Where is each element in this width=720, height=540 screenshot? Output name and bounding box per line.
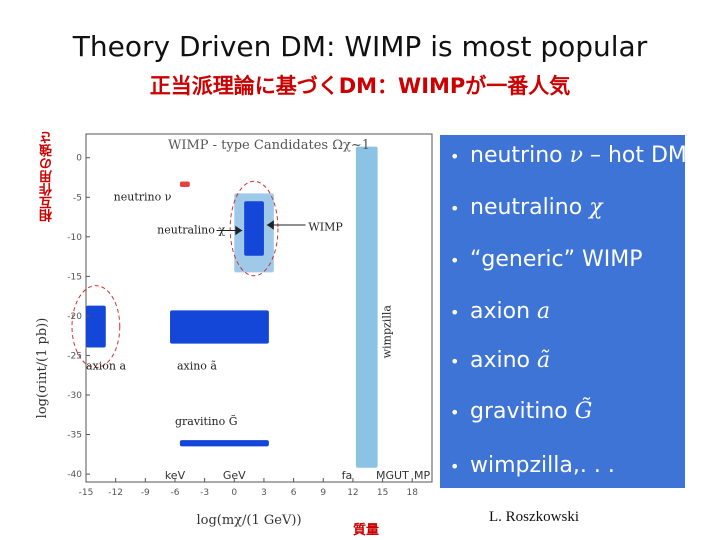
legend-text: gravitino	[470, 399, 575, 424]
legend-item-wimpzilla: • wimpzilla,. . .	[450, 453, 615, 478]
label-axino: axino ã	[177, 360, 217, 373]
legend-item-generic-wimp: • “generic” WIMP	[450, 247, 643, 272]
legend-symbol: χ	[589, 195, 603, 220]
page-title: Theory Driven DM: WIMP is most popular	[72, 30, 648, 63]
region-axion	[86, 305, 106, 348]
legend-bullet: •	[450, 402, 460, 422]
x-axis-label: log(mχ/(1 GeV))	[196, 513, 301, 528]
chart-title: WIMP - type Candidates Ωχ~1	[168, 138, 370, 153]
legend-bullet: •	[450, 351, 460, 371]
label-gravitino: gravitino G̃	[175, 415, 238, 428]
x-tick-label: -6	[170, 488, 179, 498]
region-gravitino	[179, 440, 269, 447]
legend-bullet: •	[450, 250, 460, 270]
y-tick-label: -40	[67, 470, 82, 480]
legend-symbol: ã	[537, 348, 551, 373]
legend-text: wimpzilla,. . .	[470, 453, 615, 478]
candidate-legend: • neutrino ν – hot DM • neutralino χ • “gen…	[440, 135, 687, 488]
label-wimpzilla: wimpzilla	[381, 305, 394, 359]
y-tick-label: -10	[67, 233, 82, 243]
annotation-3: MGUT	[376, 469, 409, 482]
legend-bullet: •	[450, 198, 460, 218]
highlight-neutralino	[229, 180, 279, 277]
region-axino	[170, 310, 269, 344]
interaction-strength-label: 相互作用の強さ	[40, 131, 55, 223]
neutralino-arrowhead	[235, 225, 243, 236]
y-tick-label: -20	[67, 312, 82, 322]
legend-symbol: ν	[569, 143, 583, 168]
wimp-arrowhead	[266, 220, 274, 230]
region-neutrino	[179, 181, 190, 187]
region-wimpzilla	[355, 146, 378, 468]
credit-text: L. Roszkowski	[489, 509, 579, 525]
y-tick-label: -15	[67, 272, 82, 282]
annotation-4: MP	[414, 469, 430, 482]
x-tick-label: 0	[231, 488, 237, 498]
legend-symbol: G̃	[574, 399, 593, 424]
y-axis-label: log(σint/(1 pb))	[35, 318, 50, 419]
x-tick-label: 15	[377, 488, 388, 498]
y-tick-label: -25	[67, 351, 82, 361]
x-tick-label: 9	[320, 488, 326, 498]
legend-item-neutralino: • neutralino χ	[450, 195, 603, 220]
legend-symbol: a	[537, 299, 551, 324]
legend-bullet: •	[450, 146, 460, 166]
y-tick-label: -5	[73, 193, 82, 203]
highlight-axion	[71, 285, 121, 369]
legend-text: “generic” WIMP	[470, 247, 643, 272]
x-tick-label: 12	[347, 488, 358, 498]
legend-text: axino	[470, 348, 538, 373]
legend-item-gravitino: • gravitino G̃	[450, 399, 592, 424]
legend-bullet: •	[450, 456, 460, 476]
y-tick-label: -30	[67, 391, 82, 401]
annotation-2: fa	[342, 469, 353, 482]
label-neutralino: neutralino χ	[157, 224, 225, 237]
x-tick-label: -12	[108, 488, 123, 498]
candidate-chart: neutrino ν neutralino χ axion a axino ã grav…	[35, 133, 433, 528]
annotation-0: keV	[165, 469, 186, 482]
annotation-1: GeV	[223, 469, 246, 482]
y-tick-label: 0	[76, 154, 82, 164]
x-tick-label: -9	[141, 488, 150, 498]
legend-text: neutrino	[470, 143, 570, 168]
legend-text: neutralino	[470, 195, 590, 220]
mass-label: 質量	[353, 523, 380, 538]
label-neutrino: neutrino ν	[114, 190, 172, 203]
x-tick-label: 6	[291, 488, 297, 498]
x-tick-label: -15	[79, 488, 94, 498]
label-wimp: WIMP	[308, 220, 343, 233]
x-tick-label: 18	[407, 488, 419, 498]
legend-item-axion: • axion a	[450, 299, 550, 324]
x-tick-label: 3	[261, 488, 267, 498]
y-tick-label: -35	[67, 431, 82, 441]
x-tick-label: -3	[200, 488, 209, 498]
legend-item-axino: • axino ã	[450, 348, 550, 373]
page-subtitle: 正当派理論に基づくDM：WIMPが一番人気	[149, 74, 571, 98]
legend-bullet: •	[450, 302, 460, 322]
legend-suffix: – hot DM	[582, 143, 687, 168]
legend-text: axion	[470, 299, 538, 324]
label-axion: axion a	[86, 360, 126, 373]
legend-item-neutrino: • neutrino ν – hot DM	[450, 143, 687, 168]
region-neutralino	[244, 201, 264, 256]
